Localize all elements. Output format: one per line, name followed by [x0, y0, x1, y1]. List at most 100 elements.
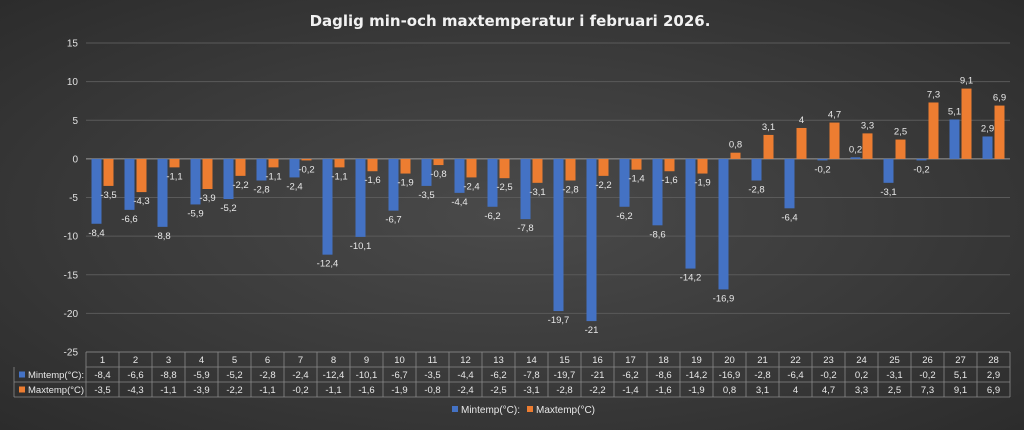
max-temp-bar: [499, 158, 510, 179]
min-temp-bar: [784, 158, 795, 209]
max-temp-label: 7,3: [927, 89, 940, 100]
y-tick-label: 0: [72, 154, 78, 165]
min-temp-bar: [124, 158, 135, 210]
x-tick-label: 18: [658, 355, 669, 366]
min-temp-key: [19, 371, 25, 378]
x-tick-label: 28: [988, 355, 999, 366]
y-tick-label: 15: [67, 39, 79, 50]
min-temp-label: -16,9: [713, 293, 735, 304]
table-cell: -10,1: [356, 370, 378, 381]
min-temp-label: -6,2: [616, 211, 632, 222]
y-tick-label: -25: [64, 348, 79, 359]
max-temp-label: 0,8: [729, 140, 742, 151]
y-tick-label: -20: [64, 309, 79, 320]
max-temp-label: -2,2: [595, 180, 611, 191]
max-temp-label: 4: [799, 115, 804, 126]
bars: [91, 88, 1005, 322]
max-temp-bar: [994, 105, 1005, 159]
max-temp-bar: [961, 88, 972, 159]
table-cell: -0,2: [292, 385, 308, 396]
table-cell: 0,2: [855, 370, 868, 381]
x-tick-label: 21: [757, 355, 768, 366]
max-temp-label: -4,3: [133, 196, 149, 207]
table-cell: -2,8: [259, 370, 275, 381]
max-temp-label: -1,4: [628, 174, 644, 185]
min-temp-bar: [553, 158, 564, 312]
x-tick-label: 7: [298, 355, 303, 366]
max-temp-bar: [400, 158, 411, 174]
min-temp-label: -2,4: [286, 181, 302, 192]
table-cell: -1,6: [655, 385, 671, 396]
table-cell: 5,1: [954, 370, 967, 381]
max-temp-bar: [598, 158, 609, 176]
table-cell: 7,3: [921, 385, 934, 396]
table-cell: -0,2: [820, 370, 836, 381]
min-temp-label: -6,2: [484, 211, 500, 222]
max-temp-bar: [730, 152, 741, 159]
min-temp-bar: [982, 136, 993, 159]
max-temp-label: -0,8: [430, 169, 446, 180]
max-temp-bar: [895, 139, 906, 159]
table-cell: -0,8: [424, 385, 440, 396]
table-cell: -7,8: [523, 370, 539, 381]
table-cell: 4: [793, 385, 798, 396]
legend: Mintemp(°C): Maxtemp(°C): [452, 405, 595, 416]
table-cell: -6,2: [622, 370, 638, 381]
table-cell: -8,4: [94, 370, 110, 381]
max-temp-label: -2,4: [463, 181, 479, 192]
x-tick-label: 4: [199, 355, 204, 366]
table-cell: -21: [591, 370, 605, 381]
max-temp-bar: [697, 158, 708, 174]
max-temp-bar: [103, 158, 114, 186]
min-temp-label: -14,2: [680, 273, 702, 284]
min-temp-bar: [520, 158, 531, 220]
max-temp-bar: [169, 158, 180, 168]
min-temp-label: -6,6: [121, 214, 137, 225]
table-cell: -8,6: [655, 370, 671, 381]
max-temp-label: -3,1: [529, 187, 545, 198]
max-temp-label: -3,5: [100, 190, 116, 201]
x-tick-label: 3: [166, 355, 171, 366]
max-temp-label: -1,6: [364, 175, 380, 186]
min-temp-bar: [916, 158, 927, 161]
min-temp-bar: [91, 158, 102, 224]
max-temp-label: -1,6: [661, 175, 677, 186]
max-temp-label: 3,3: [861, 120, 874, 131]
table-cell: 9,1: [954, 385, 967, 396]
table-cell: -19,7: [554, 370, 576, 381]
table-cell: -5,9: [193, 370, 209, 381]
min-temp-label: -8,4: [88, 228, 104, 239]
max-temp-label: 2,5: [894, 127, 907, 138]
table-cell: -1,1: [325, 385, 341, 396]
min-temp-label: -6,4: [781, 212, 797, 223]
x-tick-label: 12: [460, 355, 471, 366]
min-temp-bar: [454, 158, 465, 193]
y-axis-ticks: 15 10 5 0 -5 -10 -15 -20 -25: [64, 39, 79, 359]
min-temp-bar: [883, 158, 894, 183]
table-cell: -4,4: [457, 370, 473, 381]
table-cell: 2,9: [987, 370, 1000, 381]
max-temp-bar: [532, 158, 543, 183]
min-temp-label: -0,2: [814, 164, 830, 175]
table-cell: -3,5: [94, 385, 110, 396]
max-temp-label: 4,7: [828, 110, 841, 121]
max-temp-label: -0,2: [298, 164, 314, 175]
min-temp-label: -0,2: [913, 164, 929, 175]
table-cell: -3,1: [886, 370, 902, 381]
max-temp-label: 6,9: [993, 93, 1006, 104]
table-cell: -2,4: [292, 370, 308, 381]
min-temp-bar: [817, 158, 828, 161]
max-temp-bar: [466, 158, 477, 178]
legend-min-label: Mintemp(°C):: [461, 405, 520, 416]
x-tick-label: 13: [493, 355, 504, 366]
table-cell: -1,9: [688, 385, 704, 396]
x-tick-label: 19: [691, 355, 702, 366]
max-temp-bar: [301, 158, 312, 161]
table-cell: -1,6: [358, 385, 374, 396]
max-temp-bar: [334, 158, 345, 168]
table-cell: -6,2: [490, 370, 506, 381]
table-cell: -3,9: [193, 385, 209, 396]
table-cell: 2,5: [888, 385, 901, 396]
x-tick-label: 6: [265, 355, 270, 366]
